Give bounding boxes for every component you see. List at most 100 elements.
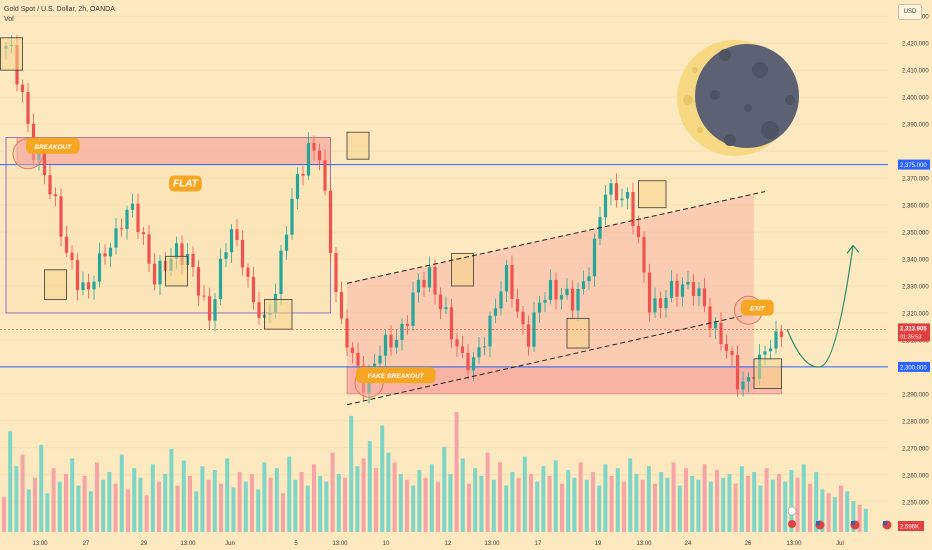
volume-bar	[572, 477, 577, 532]
volume-bar	[851, 501, 856, 532]
candle-body	[609, 183, 613, 195]
volume-bar	[770, 479, 775, 532]
candle-body	[543, 299, 547, 303]
volume-bar	[746, 475, 750, 532]
volume-bar	[281, 493, 285, 532]
volume-bar	[411, 485, 416, 532]
candle-body	[400, 323, 404, 340]
volume-bar	[584, 479, 589, 532]
candle-body	[647, 272, 652, 313]
candle-body	[394, 339, 399, 348]
volume-bar	[677, 485, 682, 532]
candle-body	[103, 253, 107, 257]
level-tag-bg	[898, 159, 930, 170]
volume-bar	[200, 466, 205, 532]
volume-bar	[150, 464, 155, 532]
highlight-box	[638, 180, 667, 209]
candle-body	[433, 267, 437, 295]
volume-bar	[349, 415, 354, 532]
volume-bar	[361, 458, 366, 532]
candle-body	[174, 243, 179, 259]
candle-body	[697, 288, 701, 296]
volume-bar	[398, 473, 403, 532]
candle-body	[537, 302, 542, 313]
volume-bar	[863, 508, 868, 532]
candle-body	[136, 203, 140, 233]
volume-bar	[454, 412, 459, 532]
candle-body	[422, 279, 426, 288]
candle-body	[603, 194, 608, 218]
volume-bar	[777, 473, 781, 532]
candlesticks	[4, 34, 784, 404]
volume-bar	[832, 497, 837, 532]
volume-bar	[479, 475, 484, 532]
volume-bar	[801, 464, 806, 532]
candle-body	[499, 291, 503, 309]
candle-body	[312, 143, 316, 151]
candle-body	[147, 234, 151, 264]
current-price-countdown: 01:35:53	[900, 334, 921, 340]
candle-body	[251, 276, 256, 303]
candle-body	[64, 236, 69, 253]
volume-bar	[175, 485, 180, 532]
volume-bar	[597, 485, 602, 532]
candle-body	[554, 280, 558, 300]
volume-bar	[392, 462, 397, 532]
us-flag-icon	[788, 520, 796, 528]
candle-body	[20, 84, 25, 93]
volume-bar	[560, 483, 564, 532]
candle-body	[42, 151, 47, 176]
volume-bar	[634, 473, 639, 532]
volume-bar	[33, 477, 37, 532]
current-price-bg	[898, 323, 930, 342]
volume-bar	[442, 446, 447, 532]
volume-bar	[622, 481, 626, 532]
price-axis: 2,430.0002,420.0002,410.0002,400.0002,39…	[888, 0, 932, 550]
price-tick-label: 2,310.000	[902, 338, 929, 344]
candle-body	[466, 352, 470, 371]
volume-bar	[535, 481, 540, 532]
candle-body	[774, 331, 778, 349]
time-tick-label: Jul	[836, 541, 844, 547]
time-tick-label: 27	[83, 541, 90, 547]
volume-bar	[225, 458, 230, 532]
candle-body	[708, 306, 712, 329]
candle-body	[768, 348, 773, 352]
volume-bar	[132, 468, 137, 532]
highlight-box	[44, 269, 67, 300]
moon-crater	[719, 49, 731, 61]
candle-body	[240, 239, 245, 268]
candle-body	[675, 280, 679, 297]
candle-body	[581, 281, 586, 289]
event-icon	[787, 506, 797, 516]
volume-bar	[423, 477, 428, 532]
candle-body	[515, 298, 520, 312]
moon-crater	[744, 104, 752, 112]
currency-button[interactable]: USD	[898, 4, 922, 20]
volume-bar	[510, 472, 515, 532]
candle-body	[218, 258, 223, 300]
candle-body	[493, 308, 498, 316]
highlight-box	[753, 358, 782, 389]
volume-bar	[39, 444, 44, 532]
volume-bar	[491, 479, 496, 532]
volume-bar	[274, 468, 279, 532]
candle-body	[108, 247, 113, 257]
volume-bar	[243, 481, 248, 532]
candle-body	[53, 194, 58, 197]
moon-crater	[710, 90, 720, 100]
volume-bar	[169, 448, 174, 532]
volume-bar	[343, 477, 347, 532]
volume-bar	[758, 485, 763, 532]
volume-bar	[250, 473, 254, 532]
annotation-label: BREAKOUT	[26, 137, 80, 154]
price-tick-label: 2,260.000	[902, 473, 929, 479]
candle-body	[389, 334, 393, 348]
volume-bar	[436, 481, 440, 532]
volume-bar	[293, 479, 298, 532]
volume-bar	[845, 491, 850, 532]
candle-body	[345, 318, 349, 348]
volume-bar	[188, 475, 192, 532]
